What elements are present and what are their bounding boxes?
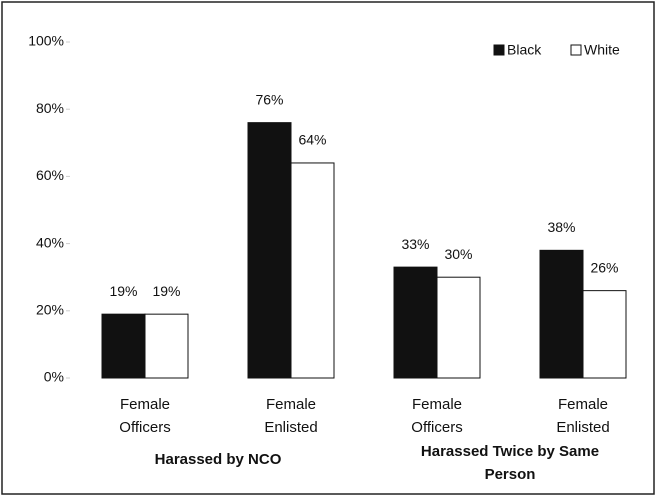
value-label: 19% [109,283,137,299]
x-tick-label: Female Officers [411,396,463,436]
legend-swatch [570,44,582,56]
value-label: 76% [255,91,283,107]
bar [290,162,335,379]
value-label: 38% [547,219,575,235]
value-label: 19% [152,283,180,299]
bar [101,313,146,379]
value-label: 30% [444,246,472,262]
x-tick-label: Female Enlisted [556,396,610,436]
value-label: 26% [590,259,618,275]
bar [247,122,292,379]
x-tick-label: Female Enlisted [264,396,318,436]
y-tick-label: 0% [44,369,64,385]
value-label: 64% [298,132,326,148]
y-tick-label: 40% [36,234,64,250]
bar [539,249,584,379]
y-tick-label: 100% [28,33,64,49]
y-tick-label: 20% [36,302,64,318]
legend-swatch [493,44,505,56]
group-label: Harassed by NCO [154,451,282,468]
group-label: Harassed Twice by Same Person [420,443,600,483]
bar [582,290,627,379]
x-tick-label: Female Officers [119,396,171,436]
value-label: 33% [401,236,429,252]
legend-label: Black [507,42,542,58]
bar [393,266,438,379]
legend-label: White [584,42,620,58]
y-tick-label: 60% [36,167,64,183]
frame [1,1,655,495]
y-tick-label: 80% [36,100,64,116]
bar [436,276,481,379]
bar [144,313,189,379]
